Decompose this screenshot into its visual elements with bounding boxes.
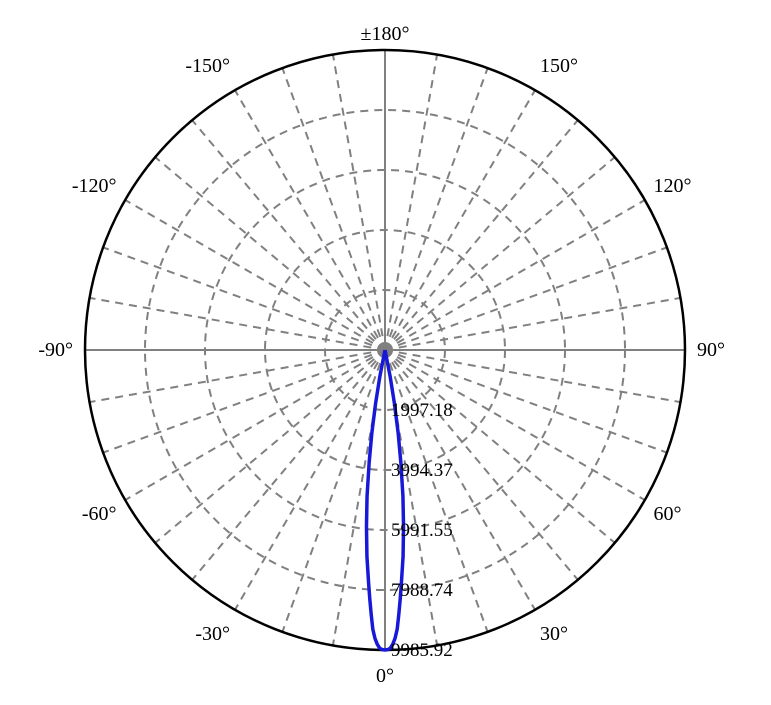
angle-label: -120° xyxy=(72,175,117,197)
angle-label: 120° xyxy=(653,175,691,197)
angle-label: 60° xyxy=(653,503,681,525)
angle-label: ±180° xyxy=(361,23,410,45)
angle-label: -150° xyxy=(185,55,230,77)
angle-label: 150° xyxy=(540,55,578,77)
radial-label: 3994.37 xyxy=(391,460,453,481)
radial-label: 5991.55 xyxy=(391,520,453,541)
angle-label: -30° xyxy=(195,623,230,645)
angle-label: 0° xyxy=(376,665,394,687)
polar-chart: ±180° -150° 150° -120° 120° -90° 90° -60° 60° -30… xyxy=(0,0,771,705)
angle-label: -90° xyxy=(38,339,73,361)
radial-label: 9985.92 xyxy=(391,640,453,661)
polar-svg: ±180° -150° 150° -120° 120° -90° 90° -60° 60° -30… xyxy=(0,0,771,705)
angle-label: 30° xyxy=(540,623,568,645)
angle-label: -60° xyxy=(82,503,117,525)
radial-label: 7988.74 xyxy=(391,580,453,601)
radial-label: 1997.18 xyxy=(391,400,453,421)
angle-label: 90° xyxy=(697,339,725,361)
